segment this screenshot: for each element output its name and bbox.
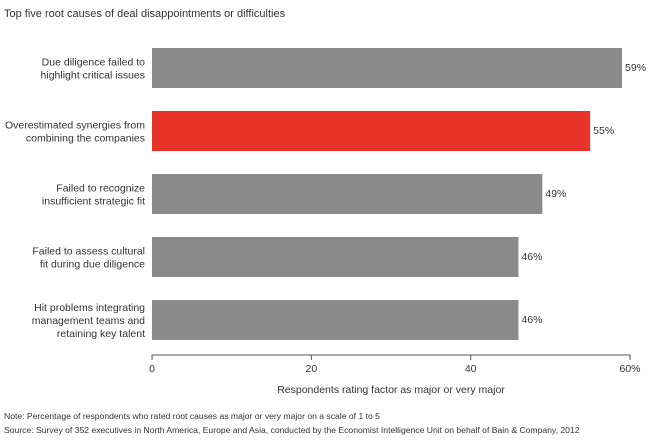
- chart-title: Top five root causes of deal disappointm…: [4, 8, 286, 20]
- category-label-5: Hit problems integrating management teams…: [32, 302, 145, 340]
- bar-1: [152, 48, 623, 88]
- x-axis-title: Respondents rating factor as major or ve…: [277, 384, 505, 396]
- value-label-5: 46%: [521, 314, 542, 326]
- category-label-3: Failed to recognize insufficient strategi…: [42, 183, 145, 208]
- x-tick-label-2: 20: [305, 363, 317, 375]
- chart-source: Source: Survey of 352 executives in Nort…: [4, 425, 580, 435]
- category-label-2: Overestimated synergies from combining th…: [5, 120, 145, 145]
- x-tick-label-3: 40: [465, 363, 477, 375]
- bar-4: [152, 237, 519, 277]
- chart-note: Note: Percentage of respondents who rate…: [4, 411, 380, 421]
- bar-5: [152, 300, 519, 340]
- bar-3: [152, 174, 543, 214]
- category-label-1: Due diligence failed to highlight critica…: [41, 57, 146, 82]
- x-tick-label-4: 60%: [619, 363, 640, 375]
- value-label-3: 49%: [545, 188, 566, 200]
- value-label-2: 55%: [593, 125, 614, 137]
- bar-2: [152, 111, 591, 151]
- value-label-4: 46%: [521, 251, 542, 263]
- value-label-1: 59%: [625, 62, 646, 74]
- x-tick-label-1: 0: [149, 363, 155, 375]
- category-label-4: Failed to assess cultural fit during due …: [32, 246, 145, 271]
